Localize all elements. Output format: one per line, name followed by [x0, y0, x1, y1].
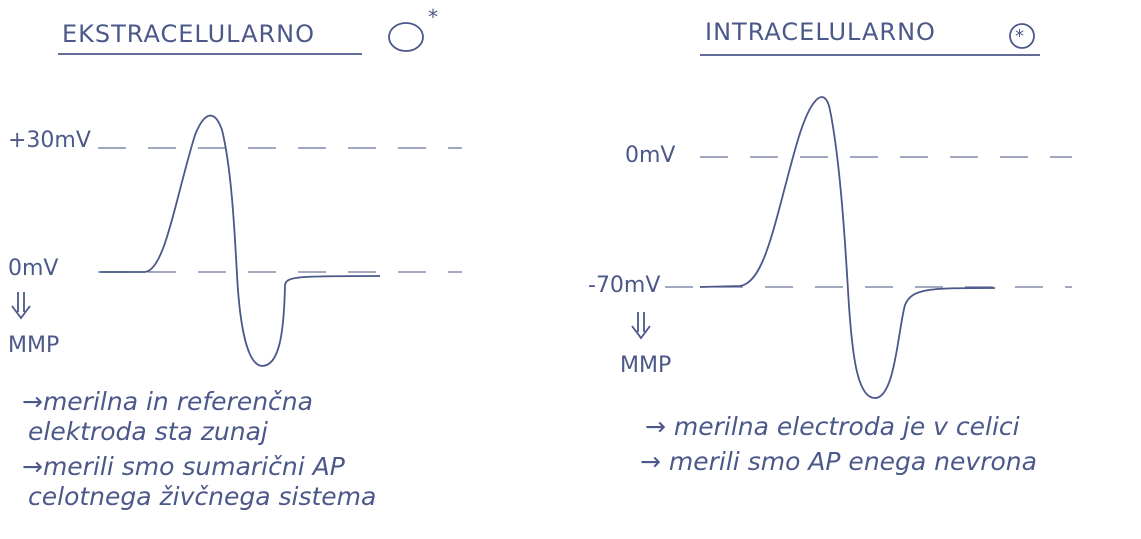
note-line: →merili smo sumarični AP [22, 452, 346, 481]
level-label: 0mV [8, 256, 58, 281]
symbol-star: * [428, 5, 438, 29]
symbol-circle [389, 23, 423, 51]
note-line: → merili smo AP enega nevrona [640, 447, 1037, 476]
panel-title: EKSTRACELULARNO [62, 20, 315, 48]
note-line: → merilna electroda je v celici [645, 412, 1020, 441]
note-line: elektroda sta zunaj [28, 417, 268, 446]
symbol-star: * [1015, 26, 1024, 47]
panel-intracellular: INTRACELULARNO * 0mV -70mV MMP → merilna… [588, 18, 1072, 476]
diagram: EKSTRACELULARNO * +30mV 0mV MMP →merilna… [0, 0, 1141, 539]
action-potential-curve [700, 97, 995, 398]
arrow-down [12, 292, 30, 318]
action-potential-curve [100, 116, 380, 366]
mmp-label: MMP [620, 353, 671, 378]
note-line: celotnega živčnega sistema [28, 482, 376, 511]
mmp-label: MMP [8, 333, 59, 358]
level-label: 0mV [625, 143, 675, 168]
level-label: +30mV [8, 128, 91, 153]
note-line: →merilna in referenčna [22, 387, 313, 416]
panel-extracellular: EKSTRACELULARNO * +30mV 0mV MMP →merilna… [8, 5, 462, 511]
panel-title: INTRACELULARNO [705, 18, 936, 46]
arrow-down [632, 312, 650, 338]
level-label: -70mV [588, 273, 660, 298]
